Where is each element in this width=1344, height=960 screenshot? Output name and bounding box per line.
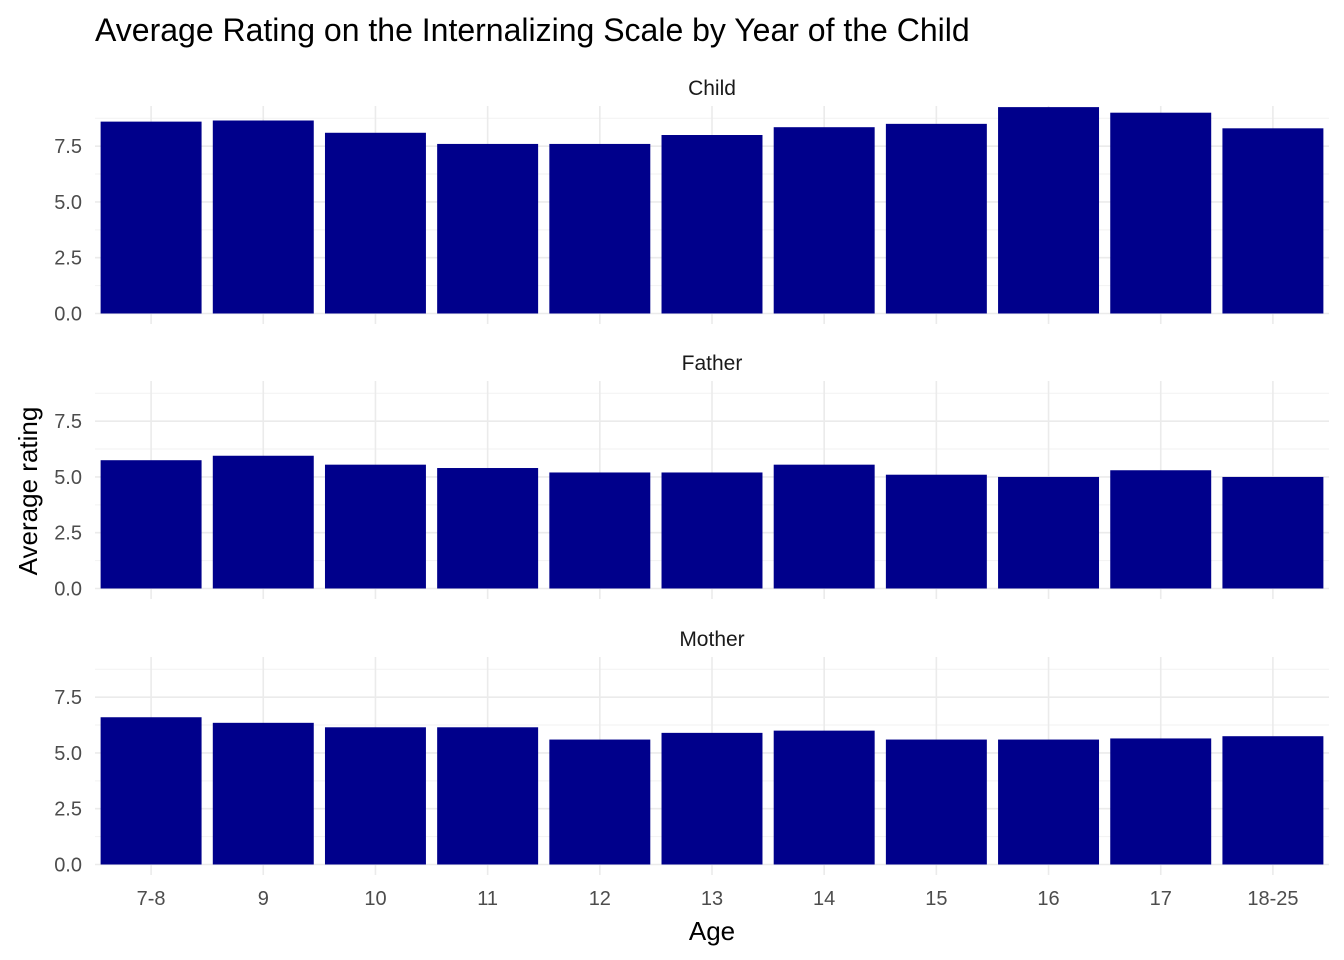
y-tick-label: 7.5	[54, 411, 82, 433]
bar-mother-17	[1110, 738, 1212, 865]
bar-child-9	[212, 120, 314, 314]
y-tick-label: 7.5	[54, 136, 82, 158]
facet-panel-child: 0.0 2.5 5.0 7.5 Child	[54, 77, 1329, 326]
facet-strip-label: Child	[688, 77, 736, 100]
bar-mother-14	[773, 730, 875, 865]
x-tick-label: 12	[589, 888, 611, 910]
bar-child-14	[773, 127, 875, 314]
bar-mother-13	[661, 732, 763, 865]
bar-father-18-25	[1222, 476, 1324, 589]
bar-mother-18-25	[1222, 736, 1324, 865]
bar-mother-16	[998, 739, 1100, 865]
y-tick-label: 2.5	[54, 523, 82, 545]
bar-child-17	[1110, 112, 1212, 314]
bar-child-10	[324, 132, 426, 314]
x-tick-label: 10	[364, 888, 386, 910]
bar-father-13	[661, 472, 763, 589]
x-tick-label: 7-8	[137, 888, 166, 910]
bar-mother-11	[437, 727, 539, 865]
facet-panel-mother: 0.0 2.5 5.0 7.5 Mother	[54, 628, 1329, 877]
y-tick-label: 0.0	[54, 304, 82, 326]
y-tick-label: 5.0	[54, 743, 82, 765]
bar-father-12	[549, 472, 651, 589]
x-tick-label: 18-25	[1247, 888, 1298, 910]
bar-child-16	[998, 107, 1100, 314]
facet-strip-label: Mother	[679, 628, 744, 651]
bar-mother-12	[549, 739, 651, 865]
bar-child-18-25	[1222, 128, 1324, 314]
bar-father-17	[1110, 470, 1212, 589]
bar-child-7-8	[100, 121, 202, 314]
x-tick-label: 9	[258, 888, 269, 910]
y-tick-label: 5.0	[54, 192, 82, 214]
bar-father-15	[885, 474, 987, 589]
bar-father-16	[998, 476, 1100, 589]
x-tick-label: 17	[1150, 888, 1172, 910]
bar-child-11	[437, 143, 539, 314]
bar-child-12	[549, 143, 651, 314]
bar-mother-9	[212, 722, 314, 865]
y-tick-label: 5.0	[54, 467, 82, 489]
chart-title: Average Rating on the Internalizing Scal…	[95, 12, 970, 48]
y-axis-title: Average rating	[13, 407, 43, 576]
bar-father-11	[437, 468, 539, 589]
facet-strip-label: Father	[682, 352, 743, 375]
facet-panels: 0.0 2.5 5.0 7.5 Child 0.0 2.5 5.0 7.5 Father 0.0 2.…	[54, 77, 1329, 877]
bar-father-10	[324, 464, 426, 589]
x-axis: 7-8 9 10 11 12 13 14 15 16 17 18-25	[137, 888, 1299, 910]
y-tick-label: 2.5	[54, 248, 82, 270]
bar-father-7-8	[100, 460, 202, 589]
y-tick-label: 0.0	[54, 855, 82, 877]
y-tick-label: 2.5	[54, 799, 82, 821]
y-tick-label: 0.0	[54, 579, 82, 601]
x-tick-label: 13	[701, 888, 723, 910]
facet-panel-father: 0.0 2.5 5.0 7.5 Father	[54, 352, 1329, 601]
bar-mother-15	[885, 739, 987, 865]
x-tick-label: 14	[813, 888, 835, 910]
x-axis-title: Age	[689, 916, 735, 946]
bar-child-15	[885, 123, 987, 314]
x-tick-label: 16	[1037, 888, 1059, 910]
bar-mother-10	[324, 727, 426, 865]
x-tick-label: 11	[477, 888, 498, 910]
bar-mother-7-8	[100, 717, 202, 865]
bar-father-9	[212, 455, 314, 589]
bar-child-13	[661, 135, 763, 314]
bar-father-14	[773, 464, 875, 589]
x-tick-label: 15	[925, 888, 947, 910]
y-tick-label: 7.5	[54, 687, 82, 709]
